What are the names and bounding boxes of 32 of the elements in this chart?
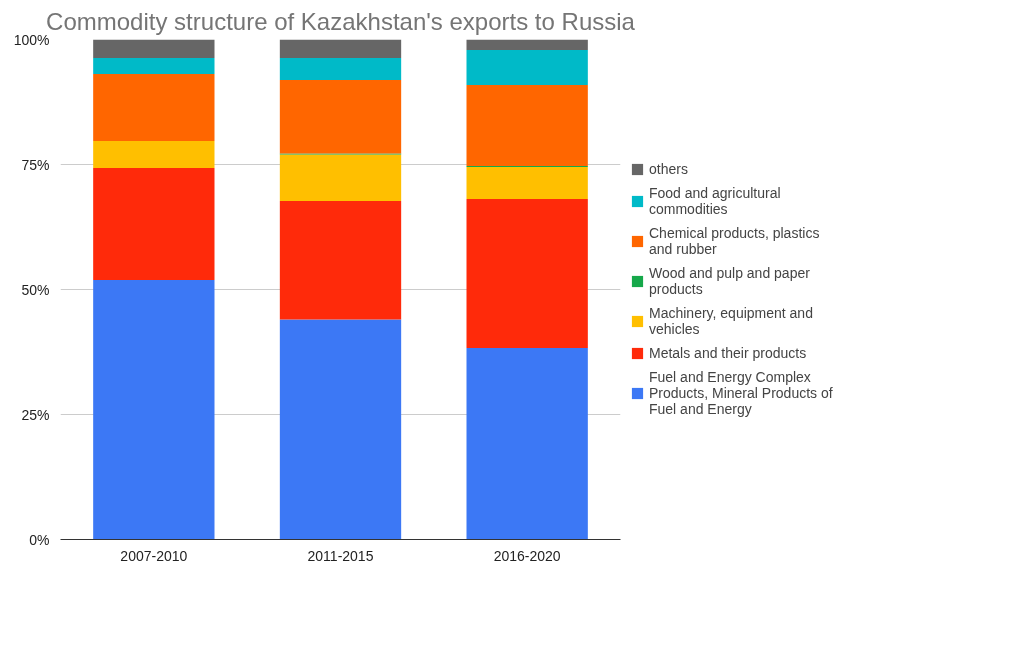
- bar: [279, 154, 402, 201]
- bar: [466, 85, 588, 166]
- x-tick-label: 2016-2020: [493, 547, 561, 564]
- legend-label: Fuel and Energy Complex Products, Mineral Products of Fuel and Energy: [649, 369, 833, 417]
- bar: [93, 39, 215, 58]
- bar: [466, 199, 588, 348]
- legend-label: Machinery, equipment and vehicles: [649, 305, 813, 337]
- y-tick-label: 75%: [21, 156, 50, 173]
- y-tick-label: 0%: [29, 531, 50, 548]
- bar: [279, 39, 402, 58]
- bar: [93, 168, 215, 280]
- bar: [279, 58, 402, 80]
- bar: [466, 50, 588, 85]
- bar: [93, 141, 215, 168]
- bar: [93, 74, 215, 141]
- x-tick-label: 2011-2015: [307, 547, 374, 564]
- bar: [466, 348, 588, 540]
- legend-label: Food and agricultural commodities: [649, 185, 781, 217]
- legend-label: Wood and pulp and paper products: [649, 265, 810, 297]
- bar: [466, 39, 588, 50]
- bar: [279, 201, 402, 320]
- y-tick-label: 50%: [21, 281, 50, 298]
- legend-label: others: [649, 161, 688, 177]
- x-tick-label: 2007-2010: [120, 547, 188, 564]
- bar: [93, 280, 215, 540]
- bar: [466, 167, 588, 199]
- legend-label: Chemical products, plastics and rubber: [649, 225, 820, 257]
- y-tick-label: 25%: [21, 406, 50, 423]
- legend-label: Metals and their products: [649, 345, 807, 361]
- bar: [279, 80, 402, 154]
- bar: [93, 58, 215, 74]
- bar: [279, 319, 402, 540]
